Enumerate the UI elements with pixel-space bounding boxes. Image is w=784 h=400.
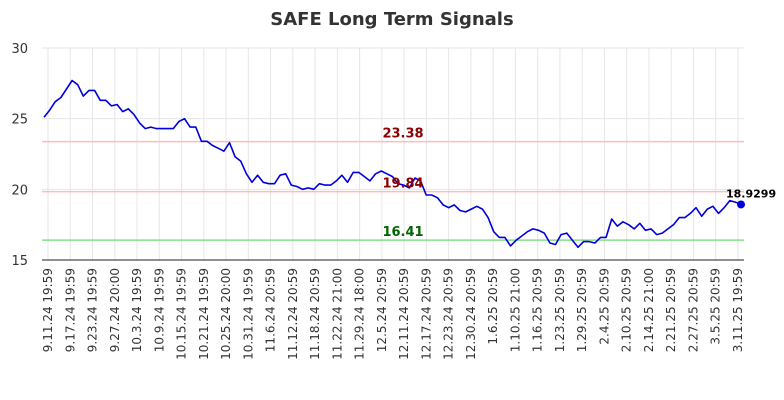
signal-lines	[42, 140, 744, 241]
x-tick-label: 11.12.24 20:59	[286, 268, 300, 360]
signal-line-label: 19.84	[382, 177, 423, 192]
x-tick-label: 2.21.25 20:59	[664, 268, 678, 352]
x-tick-label: 2.10.25 20:59	[620, 268, 634, 352]
x-tick-label: 10.25.24 20:00	[219, 268, 233, 360]
last-value-label: 18.9299	[726, 187, 776, 200]
x-tick-label: 12.23.24 20:59	[442, 268, 456, 360]
x-tick-label: 1.16.25 20:59	[531, 268, 545, 352]
series	[43, 79, 745, 249]
x-tick-label: 12.11.24 20:59	[397, 268, 411, 360]
y-tick-label: 20	[11, 183, 28, 198]
last-value-marker	[737, 200, 745, 209]
x-tick-label: 9.17.24 19:59	[63, 268, 77, 352]
y-tick-label: 15	[11, 254, 28, 269]
x-tick-label: 12.30.24 20:59	[464, 268, 478, 360]
x-tick-label: 1.23.25 20:59	[553, 268, 567, 352]
x-tick-label: 11.22.24 21:00	[330, 268, 344, 360]
signal-line-label: 16.41	[382, 225, 423, 240]
x-tick-label: 10.15.24 19:59	[175, 268, 189, 360]
x-tick-label: 2.4.25 20:59	[597, 268, 611, 345]
x-tick-label: 10.31.24 19:59	[241, 268, 255, 360]
x-tick-label: 1.6.25 20:59	[486, 268, 500, 345]
x-tick-label: 11.29.24 18:00	[353, 268, 367, 360]
signal-line-label: 23.38	[382, 127, 423, 142]
x-tick-label: 1.10.25 21:00	[508, 268, 522, 352]
x-tick-label: 11.18.24 20:59	[308, 268, 322, 360]
x-tick-label: 11.6.24 20:59	[264, 268, 278, 352]
x-tick-label: 3.11.25 19:59	[731, 268, 745, 352]
y-tick-label: 30	[11, 42, 28, 57]
y-tick-label: 25	[11, 113, 28, 128]
x-tick-label: 1.29.25 20:59	[575, 268, 589, 352]
x-tick-label: 10.21.24 19:59	[197, 268, 211, 360]
x-tick-label: 9.27.24 20:00	[108, 268, 122, 352]
x-tick-label: 2.14.25 21:00	[642, 268, 656, 352]
x-tick-label: 9.23.24 19:59	[86, 268, 100, 352]
labels: 15 20 25 30 9.11.24 19:59 9.17.24 19:59 9.23.2…	[11, 42, 776, 360]
x-tick-label: 9.11.24 19:59	[41, 268, 55, 352]
chart-title: SAFE Long Term Signals	[270, 9, 513, 30]
x-tick-label: 12.5.24 20:59	[375, 268, 389, 352]
x-tick-label: 10.3.24 19:59	[130, 268, 144, 352]
axes	[42, 259, 744, 261]
x-tick-label: 2.27.25 20:59	[686, 268, 700, 352]
series-line	[43, 79, 742, 249]
x-tick-label: 10.9.24 19:59	[152, 268, 166, 352]
x-tick-label: 3.5.25 20:59	[709, 268, 723, 345]
x-tick-label: 12.17.24 20:59	[419, 268, 433, 360]
